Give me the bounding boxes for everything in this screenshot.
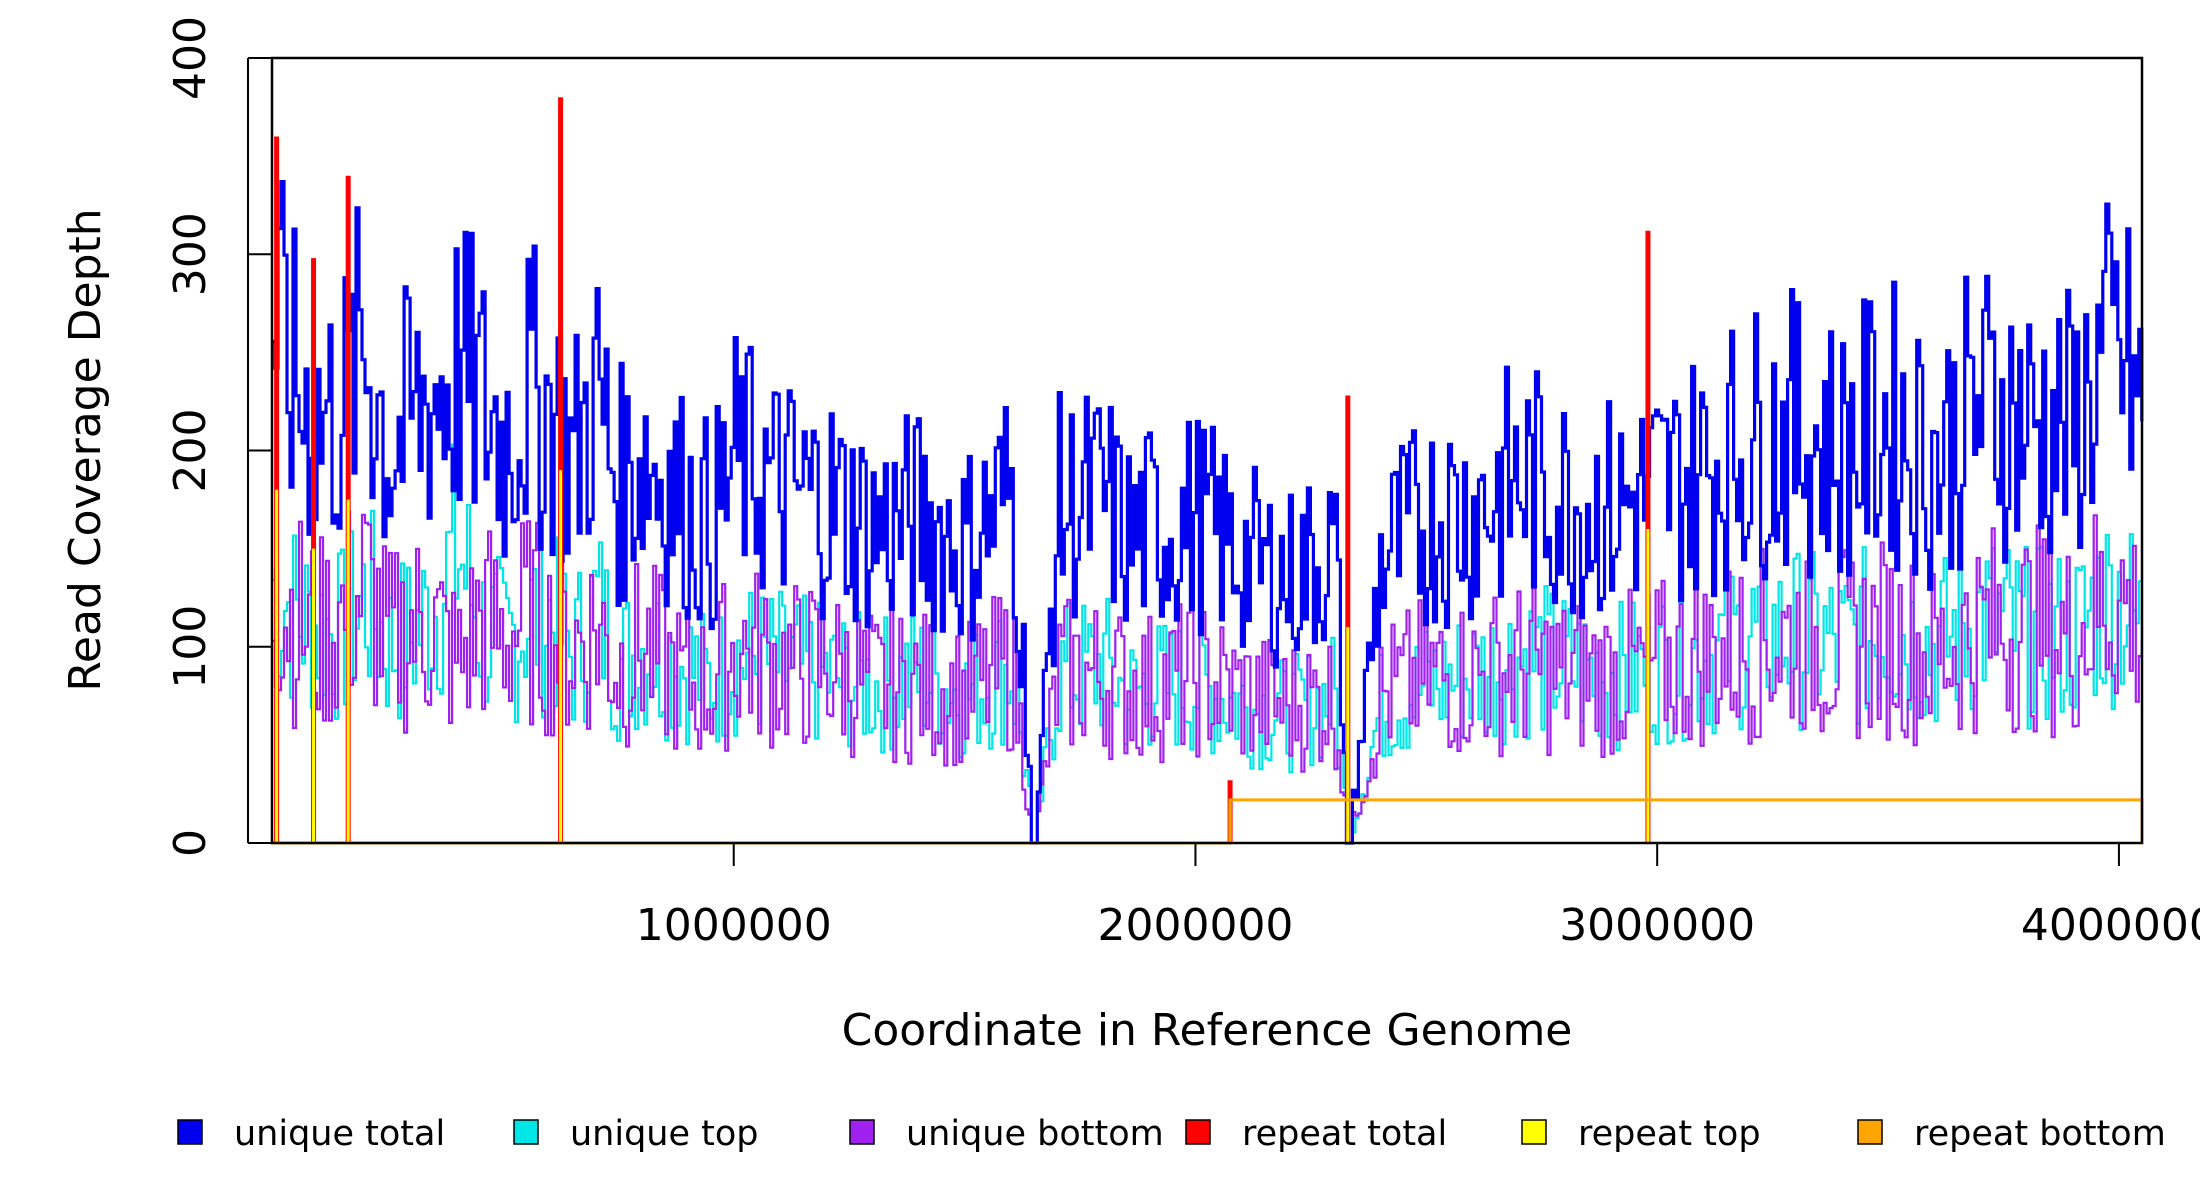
legend-label: unique top (570, 1114, 759, 1154)
y-tick-label: 400 (165, 16, 216, 100)
y-tick-label: 100 (165, 605, 216, 689)
legend-swatch (513, 1119, 539, 1145)
x-tick-label: 1000000 (636, 900, 832, 951)
x-axis: 1000000 2000000 3000000 4000000 (636, 842, 2200, 951)
legend-label: repeat bottom (1914, 1114, 2166, 1154)
x-tick-label: 3000000 (1559, 900, 1755, 951)
series-line-unique-total (272, 180, 2144, 845)
x-tick-label: 4000000 (2021, 900, 2200, 951)
legend-swatch (1185, 1119, 1211, 1145)
legend-swatch (1857, 1119, 1883, 1145)
y-axis-label: Read Coverage Depth (60, 208, 111, 691)
y-tick-label: 0 (165, 829, 216, 857)
y-tick-label: 300 (165, 212, 216, 296)
legend-swatch (849, 1119, 875, 1145)
legend-swatch (177, 1119, 203, 1145)
x-tick-label: 2000000 (1097, 900, 1293, 951)
legend-label: unique total (234, 1114, 445, 1154)
y-tick-label: 200 (165, 409, 216, 493)
legend-swatch (1521, 1119, 1547, 1145)
legend: unique total unique top unique bottom repea… (177, 1114, 2166, 1154)
series-traces (272, 97, 2144, 845)
series-line-repeat-bottom (272, 798, 2144, 845)
legend-label: repeat top (1578, 1114, 1761, 1154)
legend-label: repeat total (1242, 1114, 1447, 1154)
series-line-unique-bottom (272, 510, 2143, 845)
legend-label: unique bottom (906, 1114, 1164, 1154)
y-axis: 0 100 200 300 400 (165, 16, 272, 857)
x-axis-label: Coordinate in Reference Genome (842, 1005, 1573, 1056)
